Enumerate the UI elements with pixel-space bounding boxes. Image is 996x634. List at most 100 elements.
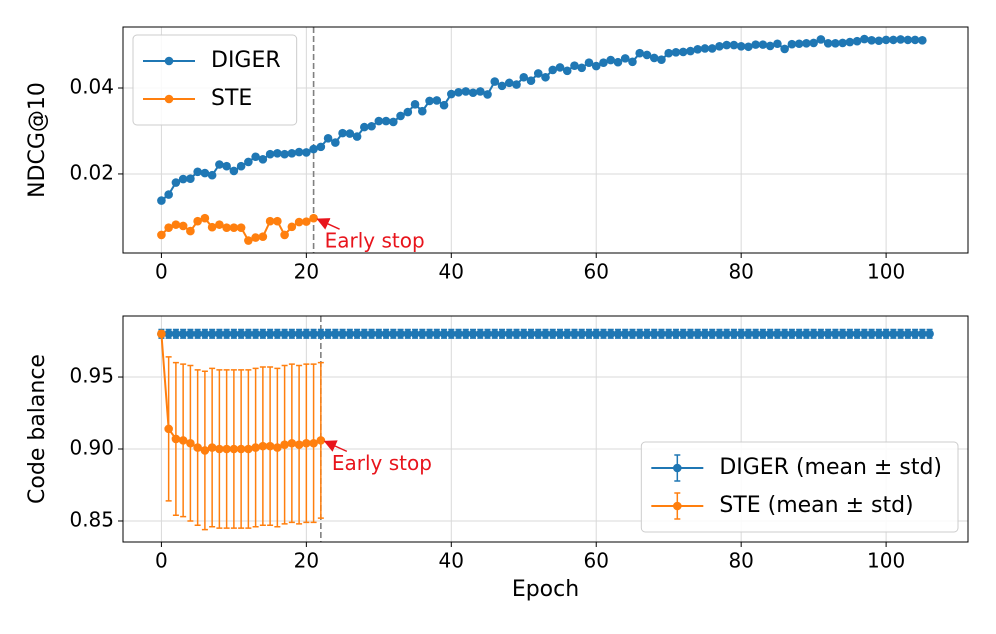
- data-point: [432, 96, 442, 105]
- data-point: [258, 441, 268, 451]
- data-point: [780, 329, 789, 339]
- legend: DIGER (mean ± std) STE (mean ± std): [640, 441, 959, 533]
- data-point: [823, 329, 833, 339]
- data-point: [446, 89, 456, 99]
- data-point: [519, 72, 529, 82]
- data-point: [533, 69, 543, 78]
- data-point: [186, 226, 195, 236]
- data-point: [918, 329, 927, 339]
- data-point: [736, 329, 746, 339]
- y-axis-label: Code balance: [25, 354, 50, 504]
- data-point: [773, 329, 782, 339]
- legend-label: STE (mean ± std): [719, 493, 913, 518]
- data-point: [186, 174, 195, 183]
- data-point: [244, 444, 253, 454]
- data-point: [171, 434, 181, 444]
- data-point: [352, 132, 362, 141]
- legend-label: DIGER: [211, 48, 281, 73]
- data-point: [345, 129, 355, 138]
- legend-label: DIGER (mean ± std): [719, 455, 942, 480]
- data-point: [273, 329, 282, 339]
- data-point: [157, 329, 166, 339]
- data-point: [751, 40, 760, 49]
- data-point: [244, 157, 253, 167]
- data-point: [381, 116, 391, 126]
- data-point: [345, 329, 355, 339]
- data-point: [236, 444, 246, 454]
- data-point: [838, 329, 847, 339]
- x-tick-label: 100: [867, 549, 905, 573]
- data-point: [200, 168, 210, 178]
- data-point: [309, 329, 318, 339]
- data-point: [613, 329, 623, 339]
- data-point: [389, 329, 398, 339]
- data-point: [620, 329, 630, 339]
- data-point: [258, 329, 268, 339]
- data-point: [352, 329, 362, 339]
- data-point: [287, 438, 297, 448]
- x-tick-label: 20: [294, 260, 319, 284]
- plot-frame: [122, 315, 969, 543]
- data-point: [635, 48, 645, 58]
- data-point: [773, 39, 782, 49]
- data-point: [802, 39, 811, 48]
- data-point: [302, 438, 311, 448]
- data-point: [331, 138, 340, 147]
- data-point: [280, 440, 289, 449]
- legend-box: [132, 34, 298, 126]
- data-point: [874, 36, 884, 46]
- data-point: [519, 329, 529, 339]
- data-point: [222, 161, 231, 171]
- data-point: [591, 329, 601, 339]
- data-point: [418, 106, 427, 116]
- data-point: [671, 48, 681, 57]
- data-point: [229, 444, 239, 454]
- data-point: [186, 438, 195, 448]
- annotation-arrow: [316, 218, 340, 230]
- data-point: [178, 329, 188, 339]
- data-point: [454, 88, 463, 97]
- x-tick-label: 60: [584, 260, 609, 284]
- data-point: [265, 149, 275, 159]
- data-point: [831, 39, 840, 48]
- data-point: [374, 116, 384, 126]
- data-point: [468, 88, 478, 98]
- data-point: [765, 329, 775, 339]
- data-point: [215, 220, 224, 229]
- data-point: [809, 329, 818, 339]
- x-tick-label: 100: [867, 260, 905, 284]
- data-point: [200, 446, 210, 455]
- data-point: [541, 72, 550, 82]
- data-point: [642, 50, 652, 60]
- data-point: [787, 329, 797, 339]
- data-point: [903, 329, 913, 339]
- data-point: [273, 216, 282, 226]
- data-point: [432, 329, 442, 339]
- data-point: [823, 39, 833, 48]
- data-point: [475, 329, 485, 339]
- data-point: [541, 329, 550, 339]
- data-point: [802, 329, 811, 339]
- data-point: [439, 100, 449, 110]
- x-tick-label: 80: [728, 549, 753, 573]
- data-point: [533, 329, 543, 339]
- data-point: [751, 329, 760, 339]
- data-point: [215, 444, 224, 454]
- data-point: [251, 152, 260, 162]
- data-point: [461, 329, 471, 339]
- data-point: [591, 61, 601, 71]
- data-point: [316, 436, 326, 445]
- data-point: [316, 142, 326, 152]
- data-point: [461, 87, 471, 96]
- data-point: [294, 217, 304, 227]
- data-point: [686, 46, 695, 56]
- data-point: [715, 329, 724, 339]
- y-tick-label: 0.85: [69, 507, 114, 531]
- data-point: [910, 329, 920, 339]
- data-point: [222, 223, 231, 232]
- data-point: [490, 77, 500, 86]
- data-point: [787, 39, 797, 49]
- data-point: [925, 329, 934, 339]
- data-point: [809, 38, 818, 48]
- data-point: [294, 147, 304, 157]
